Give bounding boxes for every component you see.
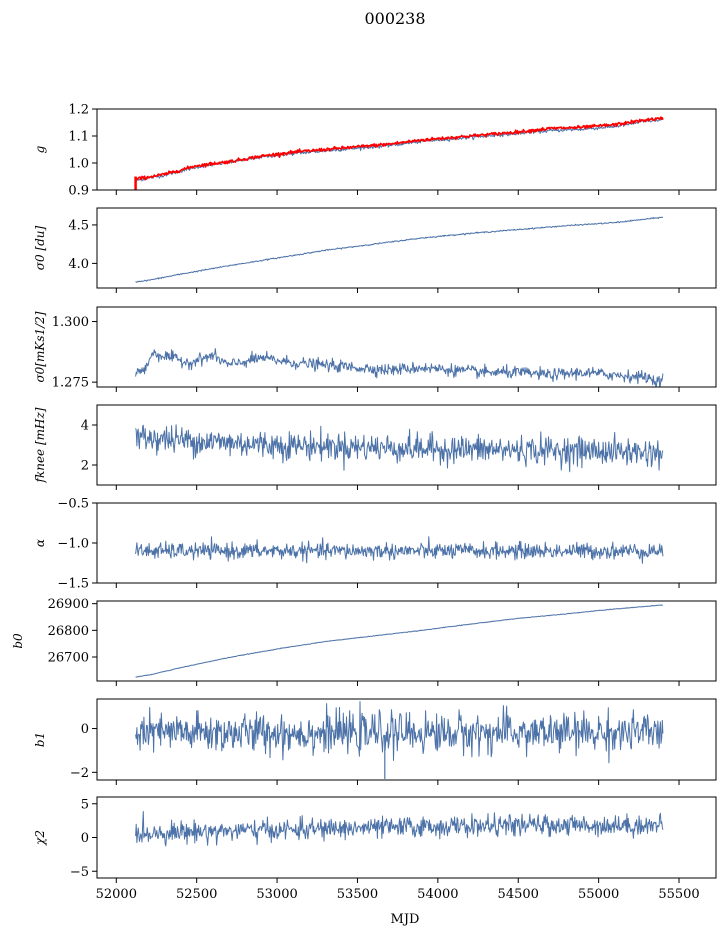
y-tick-label-6-3: 26900 (48, 597, 89, 612)
y-tick-label-5-2: −1.0 (57, 537, 89, 552)
y-axis-label-4: fknee [mHz] (33, 407, 47, 483)
axes-frame-6 (96, 600, 717, 682)
panel-5: −1.5 −1.0 −0.5 α (33, 497, 717, 592)
y-axis-label-5: α (33, 539, 47, 547)
x-tick-label-4: 53500 (337, 887, 378, 902)
axes-frame-4 (96, 404, 717, 486)
y-tick-label-1-3: 1.1 (68, 130, 89, 145)
y-tick-label-1-2: 1.0 (68, 157, 89, 172)
panel-6: 26700 26800 26900 b0 (11, 597, 717, 686)
x-tick-label-1: 52000 (96, 887, 137, 902)
y-tick-label-7-1: −2 (70, 766, 89, 781)
y-axis-label-2: σ0 [du] (33, 225, 47, 270)
y-tick-label-5-1: −1.5 (57, 577, 89, 592)
x-tick-label-3: 53000 (256, 887, 297, 902)
series-line-1-2 (134, 116, 664, 181)
panel-1: 0.9 1.0 1.1 1.2 g (33, 103, 717, 199)
panels: 0.9 1.0 1.1 1.2 g 4.0 4.5 σ0 [du] 1.275 1.300 σ0[m… (11, 103, 717, 902)
series-line-1-1 (135, 118, 664, 182)
series-line-2-1 (135, 216, 664, 283)
series-line-3-1 (135, 348, 664, 388)
y-tick-label-3-1: 1.275 (52, 376, 89, 391)
panel-2: 4.0 4.5 σ0 [du] (33, 207, 717, 293)
y-tick-label-2-1: 4.0 (68, 257, 89, 272)
panel-3: 1.275 1.300 σ0[mKs1/2] (33, 306, 717, 392)
y-axis-label-1: g (33, 145, 47, 153)
series-line-8-1 (135, 811, 664, 847)
y-tick-label-8-2: 0 (81, 831, 89, 846)
y-tick-label-8-1: −5 (70, 865, 89, 880)
series-line-6-1 (135, 604, 663, 678)
x-tick-label-7: 55000 (578, 887, 619, 902)
axes-frame-3 (96, 306, 717, 388)
x-tick-label-8: 55500 (658, 887, 699, 902)
axes-frame-5 (96, 502, 717, 584)
y-tick-label-1-1: 0.9 (68, 184, 89, 199)
y-tick-label-5-3: −0.5 (57, 497, 89, 512)
y-axis-label-6: b0 (11, 633, 25, 649)
series-line-7-1 (135, 701, 664, 764)
y-tick-label-1-4: 1.2 (68, 103, 89, 118)
axes-frame-7 (96, 698, 717, 781)
panel-4: 2 4 fknee [mHz] (33, 404, 717, 490)
y-axis-label-3: σ0[mKs1/2] (33, 311, 47, 382)
x-tick-label-6: 54500 (498, 887, 539, 902)
axes-frame-1 (96, 108, 717, 191)
y-tick-label-4-2: 4 (81, 419, 89, 434)
y-tick-label-3-2: 1.300 (52, 315, 89, 330)
y-axis-label-8: χ2 (33, 830, 47, 846)
axes-frame-8 (96, 796, 717, 879)
y-tick-label-8-3: 5 (81, 797, 89, 812)
y-tick-label-6-2: 26800 (48, 624, 89, 639)
panel-8: −5 0 5 52000 52500 53000 53500 54000 54500 55000 5… (33, 796, 717, 902)
y-tick-label-2-2: 4.5 (68, 218, 89, 233)
x-tick-label-5: 54000 (417, 887, 458, 902)
y-tick-label-7-2: 0 (81, 722, 89, 737)
figure-title: 000238 (364, 9, 425, 28)
x-tick-label-2: 52500 (176, 887, 217, 902)
y-tick-label-6-1: 26700 (48, 651, 89, 666)
series-line-5-1 (135, 536, 664, 564)
panel-7: −2 0 b1 (33, 698, 717, 785)
y-tick-label-4-1: 2 (81, 459, 89, 474)
y-axis-label-7: b1 (33, 732, 47, 747)
series-line-4-1 (135, 424, 664, 473)
x-axis-label: MJD (391, 912, 420, 927)
axes-frame-2 (96, 207, 717, 289)
